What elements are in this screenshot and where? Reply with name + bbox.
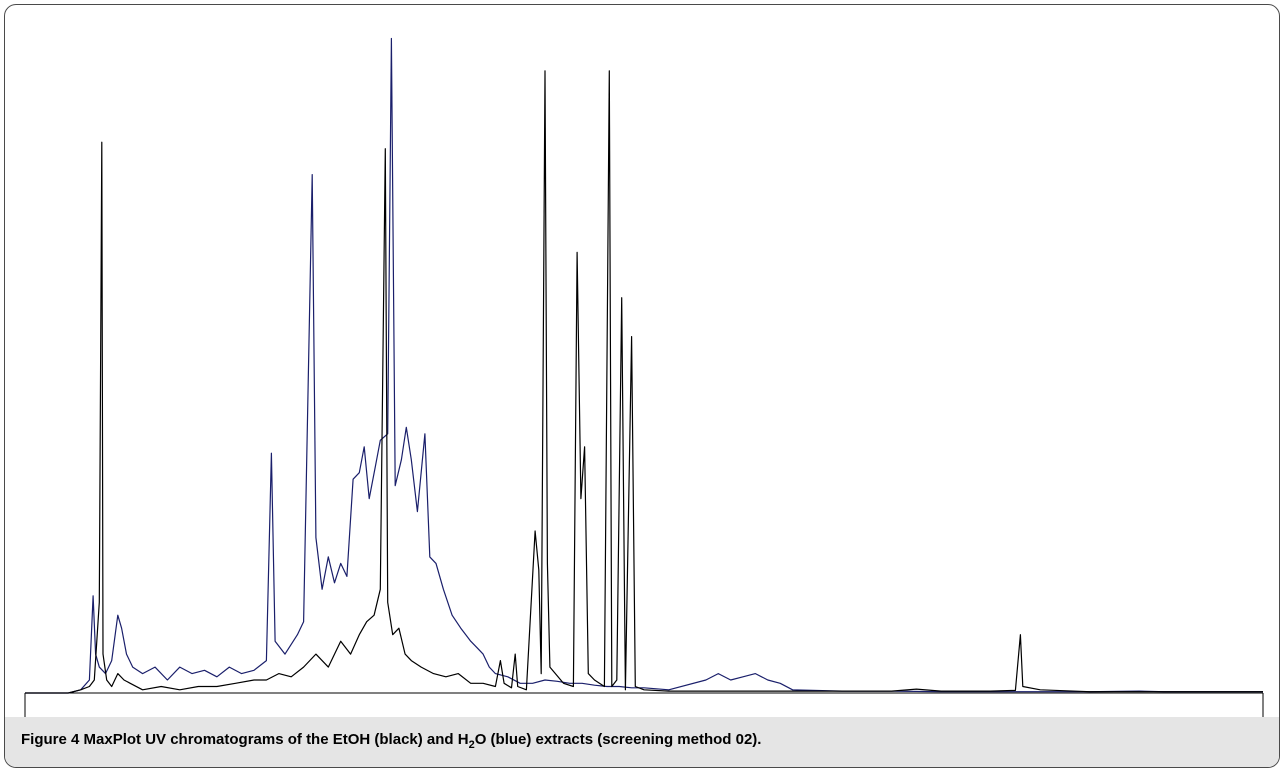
series-line-h2o [25, 37, 1263, 694]
caption-subscript: 2 [468, 739, 475, 751]
caption-text-1: MaxPlot UV chromatograms of the EtOH (bl… [79, 731, 469, 748]
chromatogram-chart [24, 37, 1264, 719]
figure-label: Figure 4 [21, 731, 80, 748]
caption-text-2: O (blue) extracts (screening method 02). [474, 731, 762, 748]
figure-frame: Figure 4 MaxPlot UV chromatograms of the… [4, 4, 1280, 768]
series-line-etoh [25, 70, 1263, 694]
figure-caption: Figure 4 MaxPlot UV chromatograms of the… [5, 717, 1279, 767]
